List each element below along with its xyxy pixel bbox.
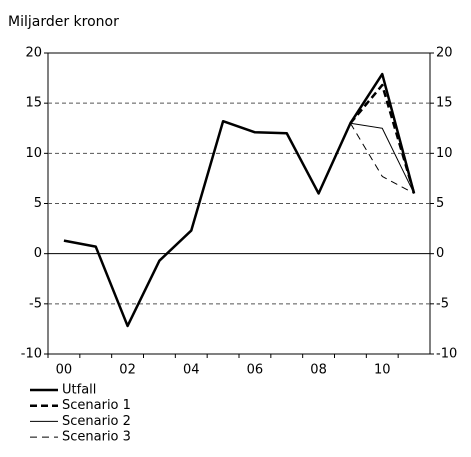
y-tick-label: 0 bbox=[34, 246, 42, 261]
y-tick-label: 5 bbox=[34, 196, 42, 211]
y2-tick-label: 0 bbox=[436, 246, 444, 261]
y-tick-label: 20 bbox=[25, 46, 42, 61]
legend-label: Utfall bbox=[62, 383, 96, 398]
y-tick-label: -5 bbox=[29, 296, 42, 311]
y2-tick-label: -10 bbox=[436, 347, 457, 362]
y2-tick-label: -5 bbox=[436, 296, 449, 311]
x-tick-label: 06 bbox=[247, 363, 264, 378]
legend-label: Scenario 3 bbox=[62, 430, 131, 445]
x-tick-label: 08 bbox=[310, 363, 327, 378]
legend-label: Scenario 1 bbox=[62, 398, 131, 413]
x-tick-label: 10 bbox=[374, 363, 391, 378]
chart-subtitle: Miljarder kronor bbox=[8, 14, 119, 30]
y2-tick-label: 20 bbox=[436, 46, 453, 61]
y-tick-label: 15 bbox=[25, 96, 42, 111]
series-line bbox=[349, 122, 415, 194]
x-tick-label: 04 bbox=[183, 363, 200, 378]
x-tick-label: 00 bbox=[56, 363, 73, 378]
series-line bbox=[63, 72, 416, 328]
y-tick-label: -10 bbox=[21, 347, 42, 362]
y2-tick-label: 5 bbox=[436, 196, 444, 211]
legend-label: Scenario 2 bbox=[62, 414, 131, 429]
series-line bbox=[350, 122, 415, 194]
series-line bbox=[349, 83, 416, 194]
y2-tick-label: 10 bbox=[436, 146, 453, 161]
y-tick-label: 10 bbox=[25, 146, 42, 161]
y2-tick-label: 15 bbox=[436, 96, 453, 111]
x-tick-label: 02 bbox=[119, 363, 136, 378]
